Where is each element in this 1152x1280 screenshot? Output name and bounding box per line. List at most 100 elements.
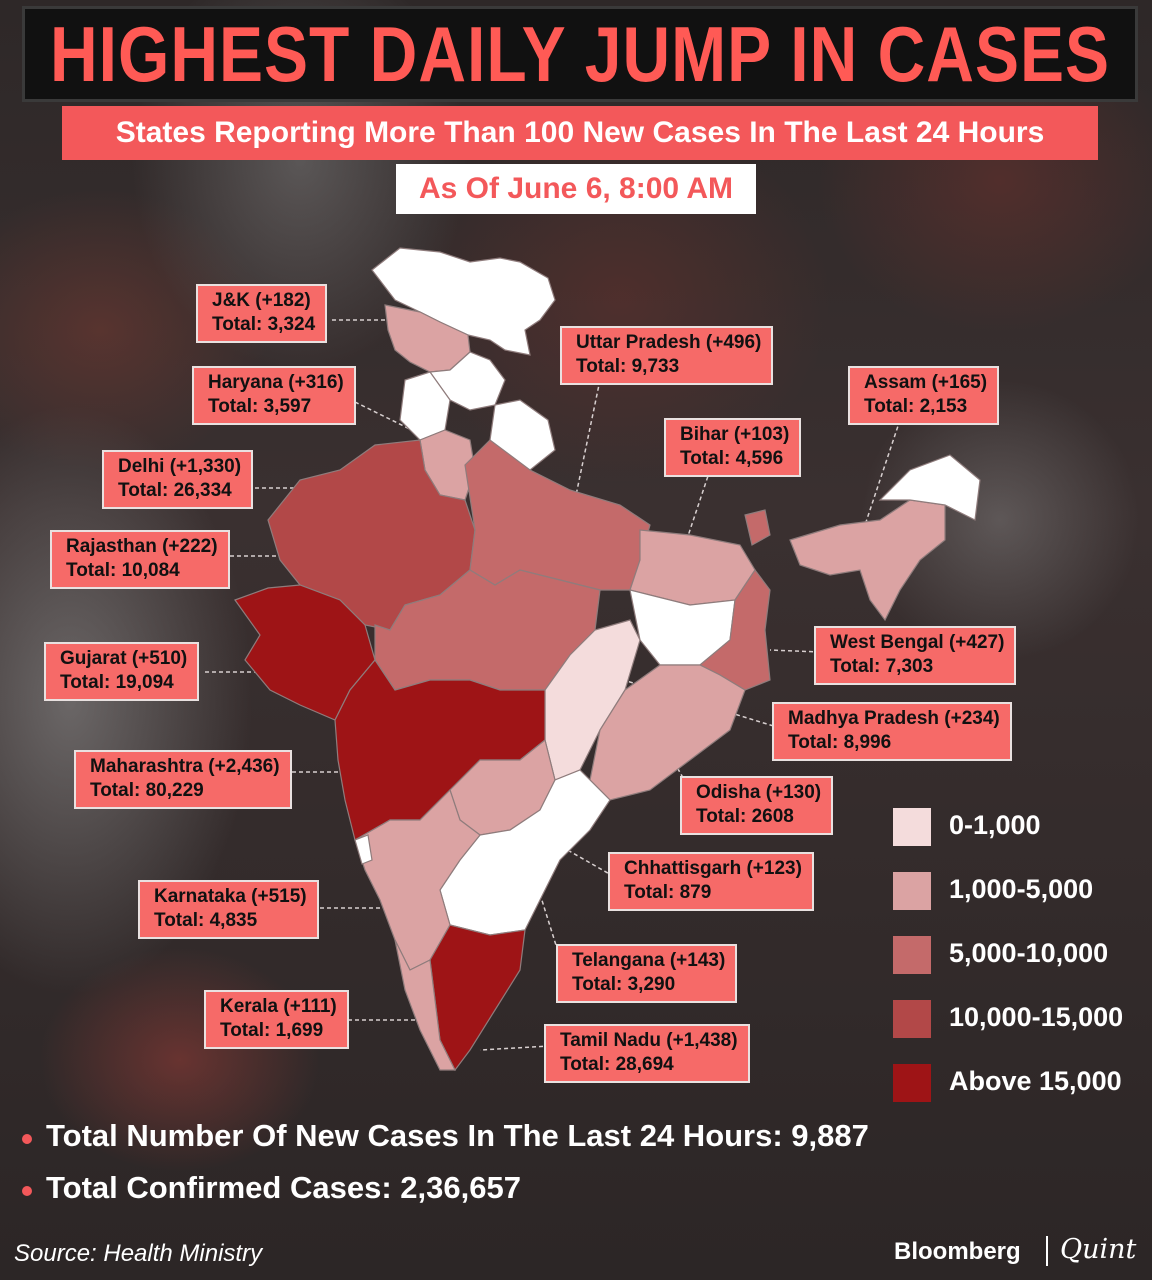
source-note: Source: Health Ministry	[14, 1240, 263, 1267]
state-new-cases: (+427)	[948, 632, 1005, 653]
label-chhattisgarh: Chhattisgarh (+123) Total: 879	[608, 852, 814, 911]
state-new-cases: (+1,330)	[169, 456, 242, 477]
state-new-cases: (+182)	[255, 290, 311, 311]
label-madhya-pradesh: Madhya Pradesh (+234) Total: 8,996	[772, 702, 1012, 761]
total-prefix: Total:	[66, 560, 122, 581]
state-new-cases: (+1,438)	[666, 1030, 738, 1051]
state-total: 4,596	[735, 448, 784, 469]
state-total: 2608	[751, 806, 794, 827]
total-prefix: Total:	[864, 396, 920, 417]
label-gujarat: Gujarat (+510) Total: 19,094	[44, 642, 200, 701]
label-kerala: Kerala (+111) Total: 1,699	[204, 990, 349, 1049]
bloomberg-logo: Bloomberg	[894, 1238, 1021, 1265]
total-prefix: Total:	[118, 480, 174, 501]
state-new-cases: (+143)	[669, 950, 726, 971]
state-name: West Bengal	[830, 632, 944, 653]
state-new-cases: (+123)	[746, 858, 802, 879]
state-new-cases: (+2,436)	[208, 756, 280, 777]
legend-label: 1,000-5,000	[949, 874, 1094, 904]
state-total: 9,733	[631, 356, 680, 377]
summary-new-cases: Total Number Of New Cases In The Last 24…	[46, 1118, 869, 1153]
state-new-cases: (+165)	[931, 372, 988, 393]
state-total: 19,094	[115, 672, 174, 693]
state-new-cases: (+103)	[733, 424, 790, 445]
total-prefix: Total:	[220, 1020, 276, 1041]
state-total: 1,699	[275, 1020, 324, 1041]
region-arunachal	[878, 454, 981, 521]
headline: HIGHEST DAILY JUMP IN CASES	[49, 10, 1111, 98]
label-maharashtra: Maharashtra (+2,436) Total: 80,229	[74, 750, 292, 809]
total-prefix: Total:	[212, 314, 268, 335]
state-total: 879	[679, 882, 712, 903]
legend-swatch	[893, 1000, 931, 1038]
label-bihar: Bihar (+103) Total: 4,596	[664, 418, 802, 477]
region-up	[464, 439, 651, 591]
date-banner: As Of June 6, 8:00 AM	[396, 164, 756, 214]
state-name: Madhya Pradesh	[788, 708, 939, 729]
legend-swatch	[893, 872, 931, 910]
state-total: 26,334	[173, 480, 232, 501]
total-prefix: Total:	[208, 396, 264, 417]
region-wb	[698, 568, 771, 691]
total-prefix: Total:	[90, 780, 146, 801]
state-total: 3,597	[263, 396, 312, 417]
total-prefix: Total:	[60, 672, 116, 693]
state-new-cases: (+130)	[765, 782, 822, 803]
state-new-cases: (+234)	[944, 708, 1000, 729]
region-northeast	[789, 499, 946, 622]
label-telangana: Telangana (+143) Total: 3,290	[556, 944, 738, 1003]
state-new-cases: (+316)	[288, 372, 344, 393]
state-name: Odisha	[696, 782, 761, 803]
legend-label: 10,000-15,000	[949, 1002, 1124, 1032]
subtitle-banner: States Reporting More Than 100 New Cases…	[62, 106, 1098, 160]
state-name: Haryana	[208, 372, 283, 393]
state-total: 10,084	[121, 560, 180, 581]
total-prefix: Total:	[154, 910, 210, 931]
state-name: Maharashtra	[90, 756, 203, 777]
state-name: Telangana	[572, 950, 665, 971]
state-new-cases: (+111)	[283, 996, 337, 1017]
label-delhi: Delhi (+1,330) Total: 26,334	[102, 450, 254, 509]
total-prefix: Total:	[560, 1054, 616, 1075]
state-name: Uttar Pradesh	[576, 332, 701, 353]
legend-label: 5,000-10,000	[949, 938, 1109, 968]
legend-swatch	[893, 1064, 931, 1102]
state-total: 4,835	[209, 910, 258, 931]
total-prefix: Total:	[830, 656, 886, 677]
legend-swatch	[893, 808, 931, 846]
headline-box: HIGHEST DAILY JUMP IN CASES	[22, 6, 1138, 102]
label-karnataka: Karnataka (+515) Total: 4,835	[138, 880, 319, 939]
state-name: Karnataka	[154, 886, 246, 907]
label-west-bengal: West Bengal (+427) Total: 7,303	[814, 626, 1017, 685]
legend-label: Above 15,000	[949, 1066, 1122, 1096]
state-name: Bihar	[680, 424, 729, 445]
state-new-cases: (+515)	[251, 886, 307, 907]
state-total: 80,229	[145, 780, 204, 801]
total-prefix: Total:	[576, 356, 632, 377]
state-name: Rajasthan	[66, 536, 157, 557]
label-uttar-pradesh: Uttar Pradesh (+496) Total: 9,733	[560, 326, 774, 385]
state-name: J&K	[212, 290, 251, 311]
region-odisha	[589, 664, 746, 801]
region-bihar	[629, 529, 756, 606]
legend-label: 0-1,000	[949, 810, 1041, 840]
state-regions	[234, 247, 981, 1072]
label-assam: Assam (+165) Total: 2,153	[848, 366, 1000, 425]
state-total: 28,694	[615, 1054, 674, 1075]
state-total: 8,996	[843, 732, 892, 753]
region-sikkim	[744, 509, 771, 546]
state-new-cases: (+496)	[705, 332, 762, 353]
label-tamil-nadu: Tamil Nadu (+1,438) Total: 28,694	[544, 1024, 750, 1083]
state-name: Assam	[864, 372, 927, 393]
label-jk: J&K (+182) Total: 3,324	[196, 284, 328, 343]
total-prefix: Total:	[788, 732, 844, 753]
logo-divider	[1046, 1236, 1048, 1266]
total-prefix: Total:	[680, 448, 736, 469]
legend-swatch	[893, 936, 931, 974]
label-odisha: Odisha (+130) Total: 2608	[680, 776, 834, 835]
state-name: Chhattisgarh	[624, 858, 742, 879]
state-name: Kerala	[220, 996, 279, 1017]
state-new-cases: (+222)	[162, 536, 218, 557]
region-himachal	[428, 351, 506, 411]
